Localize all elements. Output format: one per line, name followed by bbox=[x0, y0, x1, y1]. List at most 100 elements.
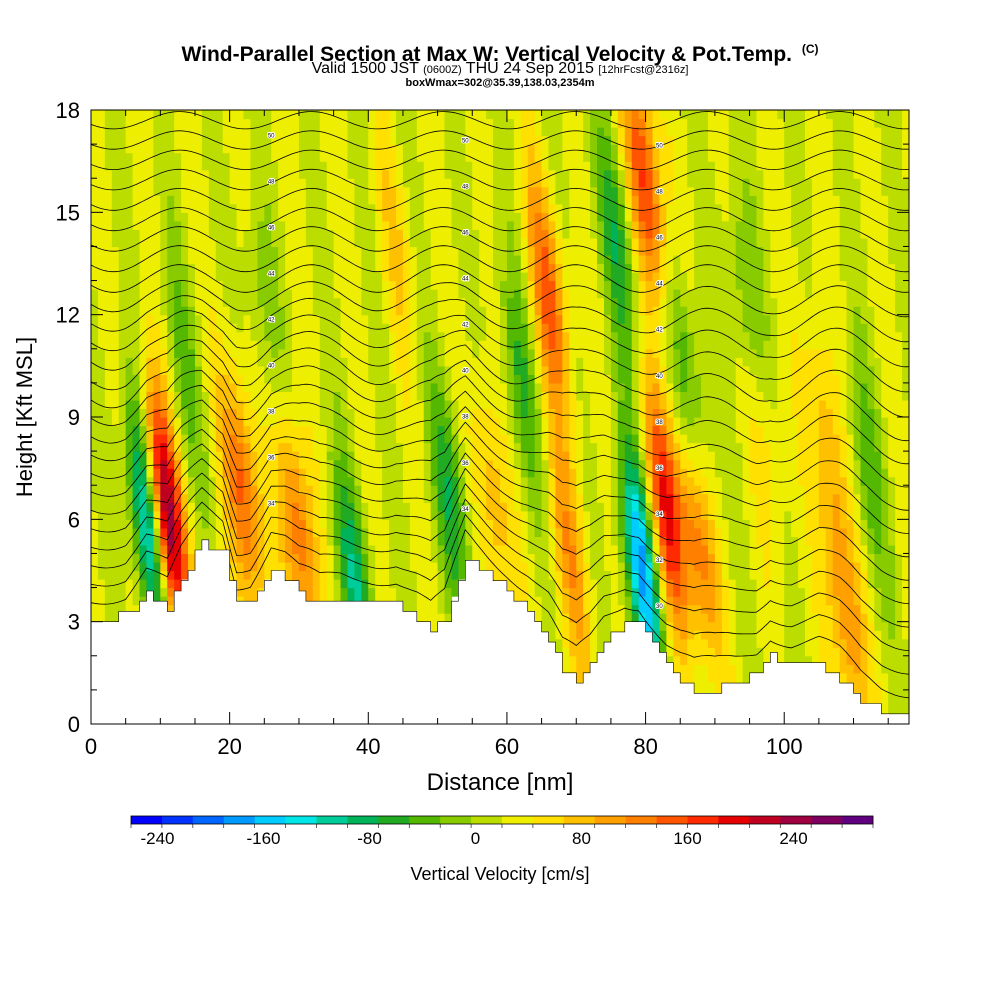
velocity-cell bbox=[292, 246, 300, 256]
velocity-cell bbox=[652, 220, 661, 230]
velocity-cell bbox=[493, 161, 501, 171]
velocity-cell bbox=[368, 186, 376, 196]
velocity-cell bbox=[513, 374, 522, 384]
velocity-cell bbox=[236, 570, 245, 580]
velocity-cell bbox=[430, 468, 439, 478]
velocity-cell bbox=[590, 527, 598, 537]
velocity-cell bbox=[188, 229, 196, 239]
velocity-cell bbox=[215, 144, 224, 154]
velocity-cell bbox=[125, 220, 134, 230]
velocity-cell bbox=[569, 169, 577, 179]
velocity-cell bbox=[125, 561, 134, 572]
velocity-cell bbox=[576, 246, 584, 256]
velocity-cell bbox=[396, 161, 404, 171]
velocity-cell bbox=[603, 621, 612, 631]
velocity-cell bbox=[534, 604, 543, 614]
velocity-cell bbox=[590, 323, 598, 333]
velocity-cell bbox=[174, 203, 182, 213]
velocity-cell bbox=[368, 561, 376, 572]
velocity-cell bbox=[603, 365, 612, 375]
velocity-cell bbox=[271, 399, 279, 410]
velocity-cell bbox=[375, 425, 383, 435]
velocity-cell bbox=[652, 399, 661, 410]
velocity-cell bbox=[444, 408, 453, 418]
velocity-cell bbox=[104, 237, 113, 248]
velocity-cell bbox=[610, 195, 619, 205]
velocity-cell bbox=[527, 237, 536, 248]
velocity-cell bbox=[285, 127, 293, 137]
velocity-cell bbox=[437, 604, 446, 614]
velocity-cell bbox=[368, 220, 376, 230]
velocity-cell bbox=[555, 536, 563, 546]
velocity-cell bbox=[333, 144, 342, 154]
velocity-cell bbox=[153, 340, 161, 350]
velocity-cell bbox=[312, 425, 321, 435]
velocity-cell bbox=[132, 536, 141, 546]
velocity-cell bbox=[160, 587, 168, 597]
velocity-cell bbox=[319, 561, 328, 572]
velocity-cell bbox=[188, 220, 196, 230]
velocity-cell bbox=[423, 127, 432, 137]
velocity-cell bbox=[222, 365, 231, 375]
velocity-cell bbox=[160, 323, 168, 333]
velocity-cell bbox=[292, 502, 300, 512]
velocity-cell bbox=[548, 459, 557, 469]
velocity-cell bbox=[222, 169, 231, 179]
velocity-cell bbox=[472, 417, 480, 427]
velocity-cell bbox=[97, 118, 106, 128]
velocity-cell bbox=[91, 459, 99, 469]
velocity-cell bbox=[416, 280, 425, 290]
velocity-cell bbox=[285, 399, 293, 410]
velocity-cell bbox=[285, 237, 293, 248]
velocity-cell bbox=[610, 468, 619, 478]
velocity-cell bbox=[486, 468, 494, 478]
velocity-cell bbox=[652, 161, 661, 171]
velocity-cell bbox=[486, 306, 494, 316]
velocity-cell bbox=[437, 417, 446, 427]
velocity-cell bbox=[465, 417, 473, 427]
velocity-cell bbox=[347, 519, 356, 529]
velocity-cell bbox=[298, 570, 307, 580]
velocity-cell bbox=[396, 127, 404, 137]
velocity-cell bbox=[624, 246, 633, 256]
velocity-cell bbox=[638, 382, 647, 393]
velocity-cell bbox=[513, 272, 522, 282]
velocity-cell bbox=[153, 135, 161, 145]
velocity-cell bbox=[506, 272, 515, 282]
velocity-cell bbox=[236, 127, 245, 137]
velocity-cell bbox=[229, 553, 238, 563]
velocity-cell bbox=[298, 254, 307, 265]
velocity-cell bbox=[437, 289, 446, 299]
velocity-cell bbox=[493, 246, 501, 256]
velocity-cell bbox=[132, 297, 141, 307]
velocity-cell bbox=[333, 561, 342, 572]
velocity-cell bbox=[576, 263, 584, 273]
velocity-cell bbox=[541, 280, 550, 290]
velocity-cell bbox=[548, 178, 557, 188]
velocity-cell bbox=[139, 527, 148, 537]
velocity-cell bbox=[624, 135, 633, 145]
velocity-cell bbox=[548, 502, 557, 512]
velocity-cell bbox=[389, 178, 397, 188]
velocity-cell bbox=[527, 331, 536, 341]
velocity-cell bbox=[458, 434, 466, 444]
velocity-cell bbox=[326, 451, 335, 461]
velocity-cell bbox=[423, 229, 432, 239]
velocity-cell bbox=[486, 237, 494, 248]
velocity-cell bbox=[167, 587, 175, 597]
velocity-cell bbox=[222, 340, 231, 350]
velocity-cell bbox=[493, 374, 501, 384]
velocity-cell bbox=[486, 195, 494, 205]
velocity-cell bbox=[624, 553, 633, 563]
velocity-cell bbox=[597, 357, 605, 367]
velocity-cell bbox=[361, 186, 369, 196]
velocity-cell bbox=[305, 510, 314, 520]
velocity-cell bbox=[645, 254, 654, 265]
velocity-cell bbox=[305, 212, 314, 222]
velocity-cell bbox=[638, 519, 647, 529]
velocity-cell bbox=[506, 553, 515, 563]
velocity-cell bbox=[153, 476, 161, 486]
velocity-cell bbox=[389, 519, 397, 529]
velocity-cell bbox=[610, 220, 619, 230]
velocity-cell bbox=[250, 135, 258, 145]
